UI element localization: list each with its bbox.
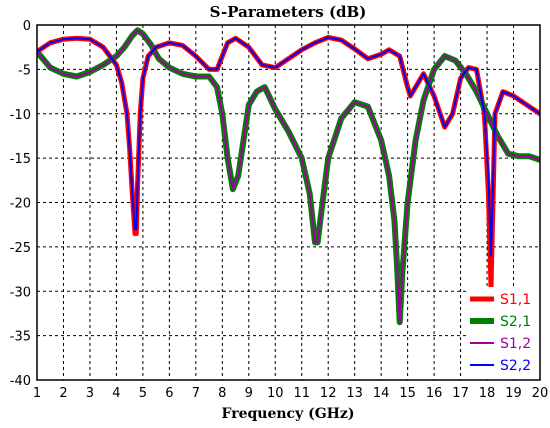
y-tick-label: -20 [10, 197, 31, 212]
legend-label-1: S1,1 [500, 292, 531, 308]
x-tick-label: 11 [293, 386, 310, 401]
y-tick-label: -5 [18, 63, 31, 78]
x-tick-labels: 1 2 3 4 5 6 7 8 9 10 11 12 13 14 15 16 17 18 19 20 [33, 386, 548, 401]
legend-background [466, 287, 538, 377]
y-tick-label: -10 [10, 108, 31, 123]
x-tick-label: 20 [532, 386, 549, 401]
series-line-3 [37, 29, 540, 324]
legend: S1,1 S2,1 S1,2 S2,2 [466, 287, 538, 377]
x-tick-label: 5 [139, 386, 147, 401]
y-tick-label: -15 [10, 152, 31, 167]
y-tick-labels: 0 -5 -10 -15 -20 -25 -30 -35 -40 [10, 19, 31, 389]
chart-title: S-Parameters (dB) [210, 3, 367, 21]
y-tick-label: 0 [23, 19, 31, 34]
x-tick-label: 6 [165, 386, 173, 401]
x-tick-label: 13 [346, 386, 363, 401]
x-tick-label: 2 [59, 386, 67, 401]
x-tick-label: 4 [112, 386, 120, 401]
x-axis-label: Frequency (GHz) [222, 406, 355, 422]
x-tick-label: 14 [373, 386, 390, 401]
x-tick-label: 19 [505, 386, 522, 401]
x-tick-label: 16 [426, 386, 443, 401]
legend-label-4: S2,2 [500, 358, 531, 374]
x-tick-label: 3 [86, 386, 94, 401]
x-tick-label: 1 [33, 386, 41, 401]
y-tick-label: -25 [10, 241, 31, 256]
series-line-4 [37, 36, 540, 257]
legend-label-3: S1,2 [500, 336, 531, 352]
series-lines [37, 27, 540, 326]
x-tick-label: 8 [218, 386, 226, 401]
y-tick-label: -40 [10, 374, 31, 389]
legend-label-2: S2,1 [500, 314, 531, 330]
x-tick-label: 10 [267, 386, 284, 401]
x-tick-label: 17 [452, 386, 469, 401]
x-tick-label: 15 [399, 386, 416, 401]
x-tick-label: 7 [192, 386, 200, 401]
y-tick-label: -35 [10, 330, 31, 345]
x-tick-label: 18 [479, 386, 496, 401]
x-tick-label: 9 [245, 386, 253, 401]
x-tick-label: 12 [320, 386, 337, 401]
y-tick-label: -30 [10, 285, 31, 300]
plot-frame [36, 24, 541, 381]
